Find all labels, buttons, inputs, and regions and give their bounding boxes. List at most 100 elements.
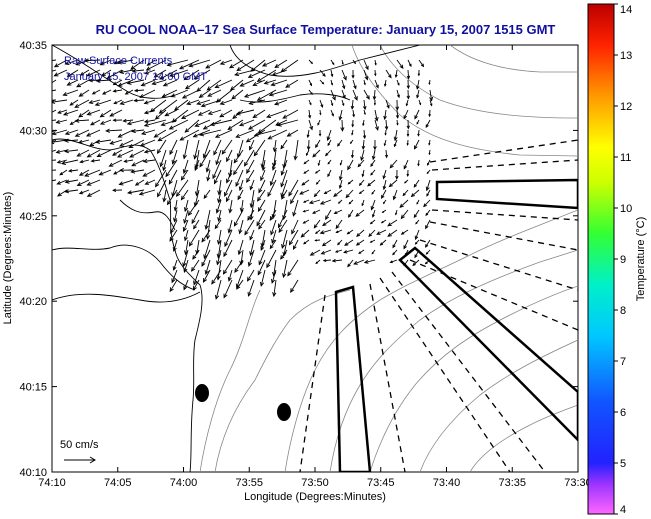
x-tick-label: 73:35 [498,477,526,489]
current-vector [319,199,332,205]
current-vector [249,189,255,209]
current-vector [374,109,379,122]
current-vector [194,119,211,127]
current-vector [109,109,123,117]
colorbar-label: Temperature (°C) [635,217,647,301]
current-vector [170,89,189,98]
current-vector [428,149,431,156]
current-vector [129,149,145,158]
current-vector [352,79,357,90]
current-vector [76,79,90,88]
current-vector [168,169,178,185]
scale-label: 50 cm/s [60,439,99,451]
current-vector [358,249,365,255]
current-vector [203,239,211,260]
current-vector [319,79,325,85]
current-vector [223,279,233,299]
current-vector [331,258,343,263]
current-vector [291,219,299,235]
current-vector [247,69,266,78]
current-vector [246,159,255,174]
current-vector [327,169,332,178]
current-vector [362,129,367,140]
current-vector [403,109,409,120]
current-vector [337,239,343,246]
current-vector [199,149,211,168]
current-vector [223,239,233,258]
current-vector [257,189,266,202]
current-vector [69,99,79,106]
current-vector [88,99,101,105]
current-vector [183,229,189,242]
current-vector [352,109,356,118]
current-vector [362,99,367,111]
current-vector [146,59,156,66]
current-vector [219,59,233,65]
current-vector [302,209,310,213]
current-vector [52,69,57,72]
current-vector [204,209,211,230]
current-vector [119,99,134,105]
current-vector [363,259,376,264]
current-vector [226,149,233,163]
current-vector [108,159,123,167]
current-vector [306,129,310,139]
current-vector [293,139,299,161]
current-vector [162,79,178,87]
current-vector [285,79,299,88]
current-vector [371,149,376,161]
current-vector [216,259,222,281]
current-vector [249,179,255,191]
current-vector [406,139,409,146]
current-vector [143,119,156,124]
current-vector [86,149,101,158]
current-vector [335,219,343,230]
current-vector [95,78,112,83]
current-vector [270,219,277,236]
current-vector [64,129,79,136]
current-vector [330,109,334,117]
current-vector [293,239,299,251]
current-vector [149,99,167,113]
current-vector [350,149,355,159]
current-vector [74,118,90,123]
current-vector [183,279,189,291]
colorbar-tick-label: 6 [620,407,626,419]
current-vector [426,189,431,197]
current-vector [193,269,200,286]
current-vector [117,129,134,138]
current-vector [374,59,377,66]
current-vector [334,249,343,253]
current-vector [314,169,321,174]
current-vector [52,79,57,84]
colorbar-tick-label: 8 [620,305,626,317]
current-vector [173,199,178,212]
current-vector [86,109,101,116]
current-vector [79,159,90,164]
current-vector [143,119,167,127]
current-vector [179,129,200,141]
x-tick-label: 74:05 [104,477,132,489]
current-vector [355,209,365,217]
current-vector [355,239,365,246]
current-vector [303,239,310,245]
current-vector [425,239,431,248]
current-vector [169,229,178,242]
current-vector [429,99,433,107]
current-vector [399,199,409,209]
current-vector [308,199,321,205]
current-vector [425,219,431,230]
current-vector [282,109,299,119]
current-vector [201,249,211,267]
current-vector [62,109,79,116]
current-vector [202,269,211,283]
current-vector [268,89,288,97]
current-vector [330,99,334,107]
current-vector [278,209,288,229]
current-vector [183,209,189,224]
current-vector [229,59,244,69]
current-vector [113,99,123,105]
current-vector [215,149,222,166]
current-vector [56,179,68,185]
colorbar-tick-label: 4 [620,504,626,516]
